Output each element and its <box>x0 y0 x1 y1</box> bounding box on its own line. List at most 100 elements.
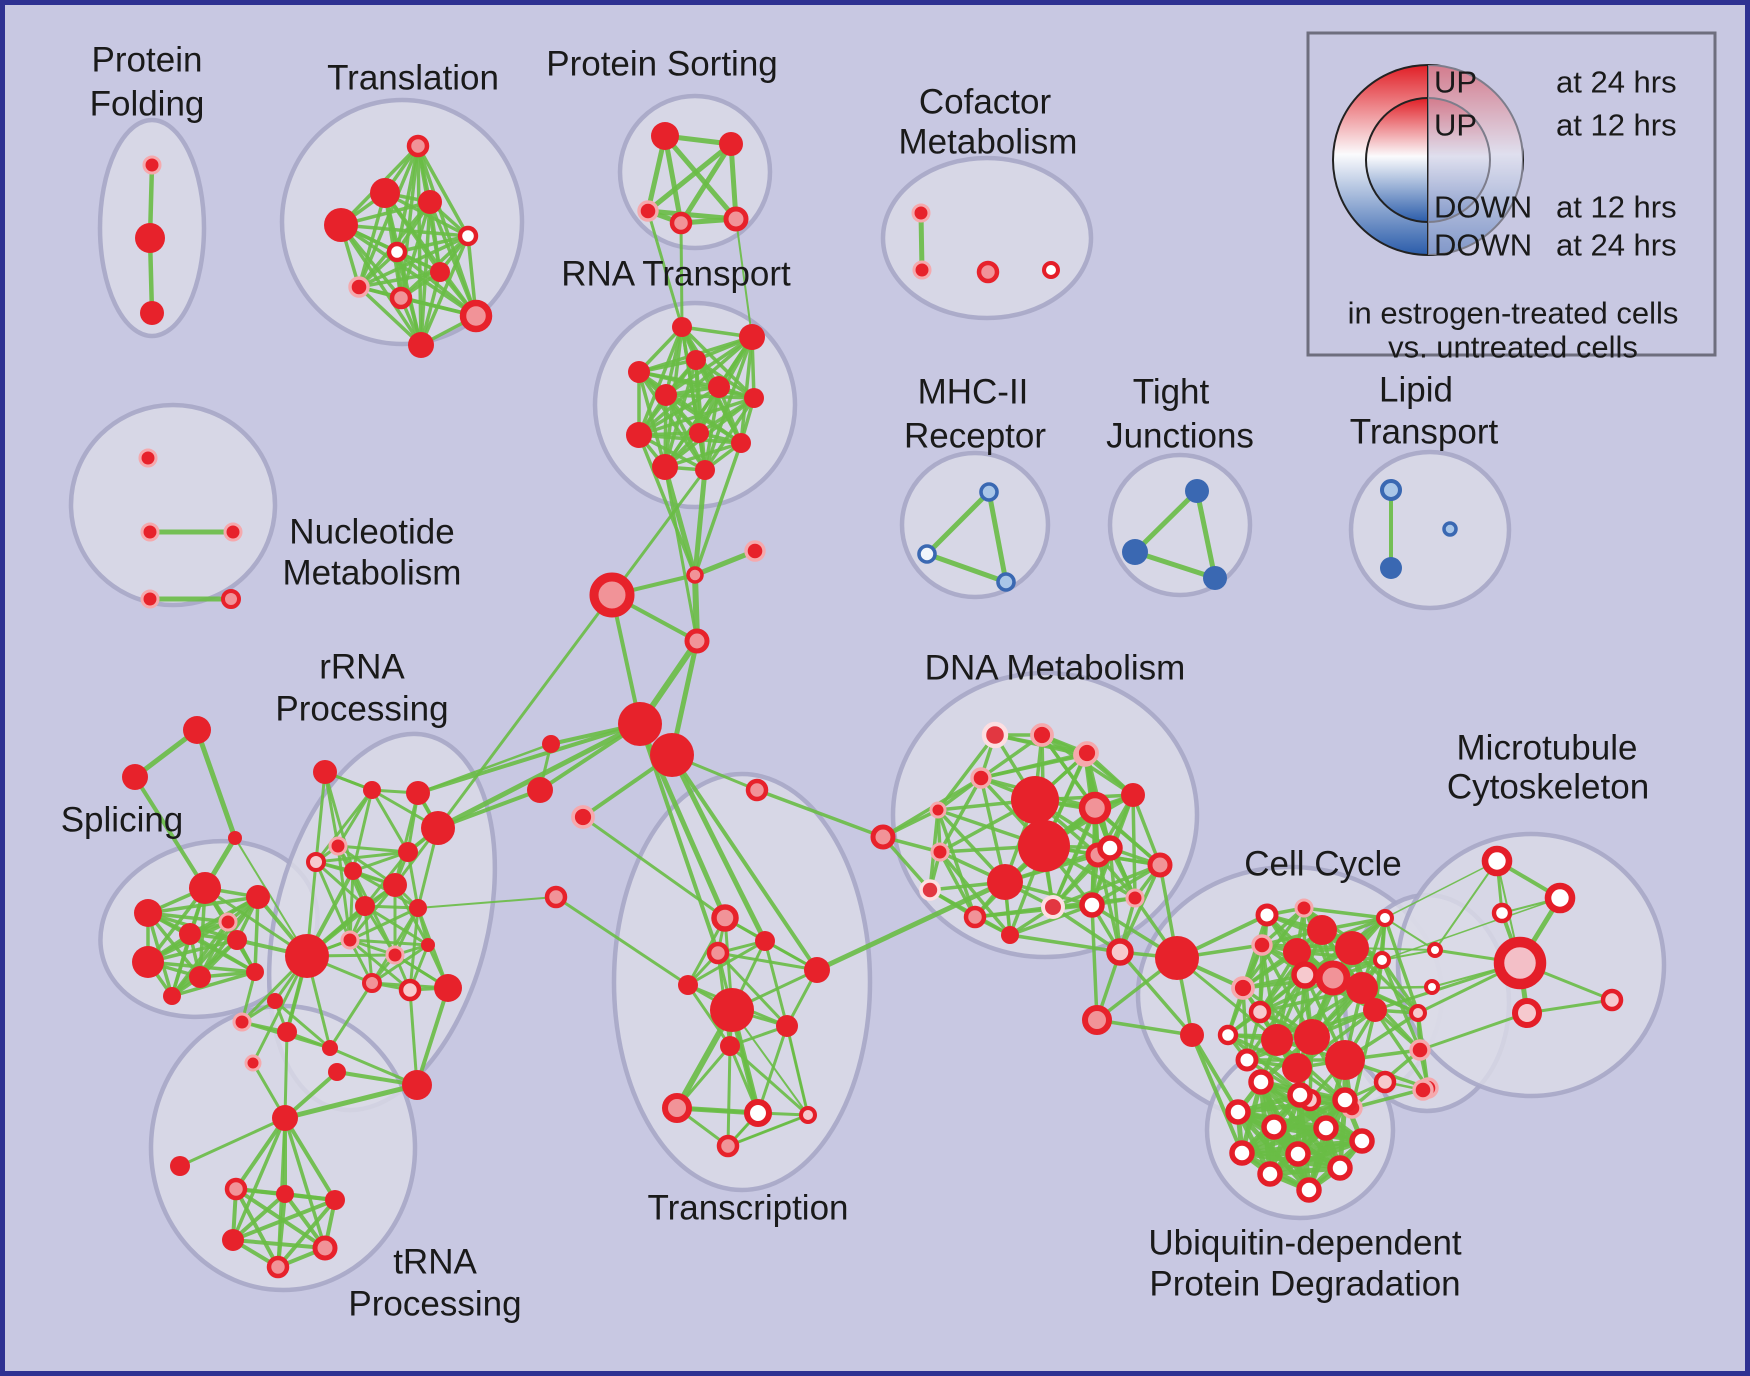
node-red <box>267 993 283 1009</box>
cluster-ellipse-mhc-ii-receptor <box>899 450 1051 600</box>
node-blue-ring-light <box>1379 478 1403 502</box>
network-edge <box>1381 897 1561 961</box>
node-red-pinkcore <box>1082 1005 1112 1035</box>
node-red <box>421 938 435 952</box>
node-red <box>1018 820 1070 872</box>
node-red <box>755 931 775 951</box>
network-edge <box>662 464 698 578</box>
network-edge <box>146 895 260 915</box>
cluster-label-lipid-transport: Transport <box>1350 413 1499 452</box>
node-pinkring-red <box>930 842 950 862</box>
node-red-pinkcore <box>870 824 896 850</box>
node-red-pinkcore <box>716 1134 740 1158</box>
network-edge <box>417 896 557 909</box>
network-edge <box>273 999 332 1050</box>
node-red <box>651 122 679 150</box>
network-edge <box>756 1024 789 1115</box>
node-pinkring-red <box>1075 741 1099 765</box>
node-red <box>363 781 381 799</box>
network-edge <box>348 938 412 992</box>
network-edge <box>415 986 450 1087</box>
cluster-label-ubiquitin-degradation: Ubiquitin-dependent <box>1148 1224 1462 1263</box>
node-pinkring-red <box>911 203 931 223</box>
node-halo-red <box>1041 895 1065 919</box>
node-red <box>1363 998 1387 1022</box>
node-red-pinkcore <box>686 566 704 584</box>
legend-direction-label: DOWN <box>1434 190 1532 225</box>
network-edge <box>314 860 367 908</box>
node-pinkring-red <box>744 540 766 562</box>
node-red <box>272 1105 298 1131</box>
node-ring-palepink <box>1512 998 1542 1028</box>
network-edge <box>679 221 684 329</box>
node-red <box>708 376 730 398</box>
node-red-pinkcore <box>963 905 987 929</box>
network-edge <box>1051 806 1097 909</box>
network-edge <box>314 850 410 864</box>
node-red <box>1001 926 1019 944</box>
network-edge <box>1118 863 1162 954</box>
node-ring-white <box>1229 1140 1255 1166</box>
network-edge <box>1373 1008 1430 1090</box>
network-edge <box>1008 933 1122 954</box>
cluster-label-rrna-processing: rRNA <box>319 648 405 687</box>
node-red <box>655 384 677 406</box>
node-red <box>406 781 430 805</box>
node-ring-palepink <box>1248 1000 1272 1024</box>
node-red-pinkcore <box>459 299 493 333</box>
network-edge <box>1194 488 1218 581</box>
node-red <box>276 1185 294 1203</box>
network-edge <box>435 721 643 831</box>
node-blue <box>1203 566 1227 590</box>
node-pinkring-red <box>1231 976 1255 1000</box>
network-edge <box>1051 863 1162 909</box>
network-edge <box>234 1116 287 1191</box>
node-red-pinkcore <box>389 286 413 310</box>
network-edge <box>339 223 470 238</box>
node-ring-white <box>1225 1099 1251 1125</box>
node-ring-white <box>457 225 479 247</box>
node-red <box>987 864 1023 900</box>
node-red <box>370 178 400 208</box>
network-edge <box>692 548 758 578</box>
node-red <box>1325 1040 1365 1080</box>
network-edge <box>924 489 992 557</box>
node-red-pinkcore <box>723 206 749 232</box>
node-ring-white <box>386 241 408 263</box>
network-edge <box>727 1114 809 1147</box>
node-ring-white <box>1285 1141 1311 1167</box>
network-edge <box>231 1198 337 1242</box>
node-red <box>678 975 698 995</box>
cluster-label-nucleotide-metabolism: Metabolism <box>283 554 462 593</box>
cluster-label-protein-folding: Protein <box>92 41 203 80</box>
network-edge <box>1190 1033 1240 1114</box>
network-edge <box>194 727 238 841</box>
network-edge <box>663 465 699 643</box>
legend-time-label: at 24 hrs <box>1556 228 1677 263</box>
node-red <box>719 132 743 156</box>
node-pinkring-red <box>1251 934 1273 956</box>
node-blue <box>1185 479 1209 503</box>
node-red <box>409 899 427 917</box>
network-edge <box>986 489 1009 585</box>
node-red <box>689 423 709 443</box>
network-edge <box>716 951 819 972</box>
node-blue-ring-light <box>1442 521 1458 537</box>
cluster-ellipse-tight-junctions <box>1107 452 1253 598</box>
cluster-label-transcription: Transcription <box>648 1189 849 1228</box>
legend-direction-label: UP <box>1434 108 1477 143</box>
node-red <box>1283 938 1311 966</box>
legend-note: in estrogen-treated cells <box>1348 296 1679 331</box>
node-pinkring-red <box>912 260 932 280</box>
cluster-label-trna-processing: tRNA <box>393 1243 477 1282</box>
node-red-pinkcore <box>266 1255 290 1279</box>
cluster-label-cell-cycle: Cell Cycle <box>1244 845 1402 884</box>
network-edge <box>370 943 430 985</box>
network-edge <box>726 1044 732 1148</box>
network-edge <box>416 722 642 795</box>
cluster-label-protein-sorting: Protein Sorting <box>546 45 778 84</box>
node-ring-palepink <box>1106 938 1134 966</box>
